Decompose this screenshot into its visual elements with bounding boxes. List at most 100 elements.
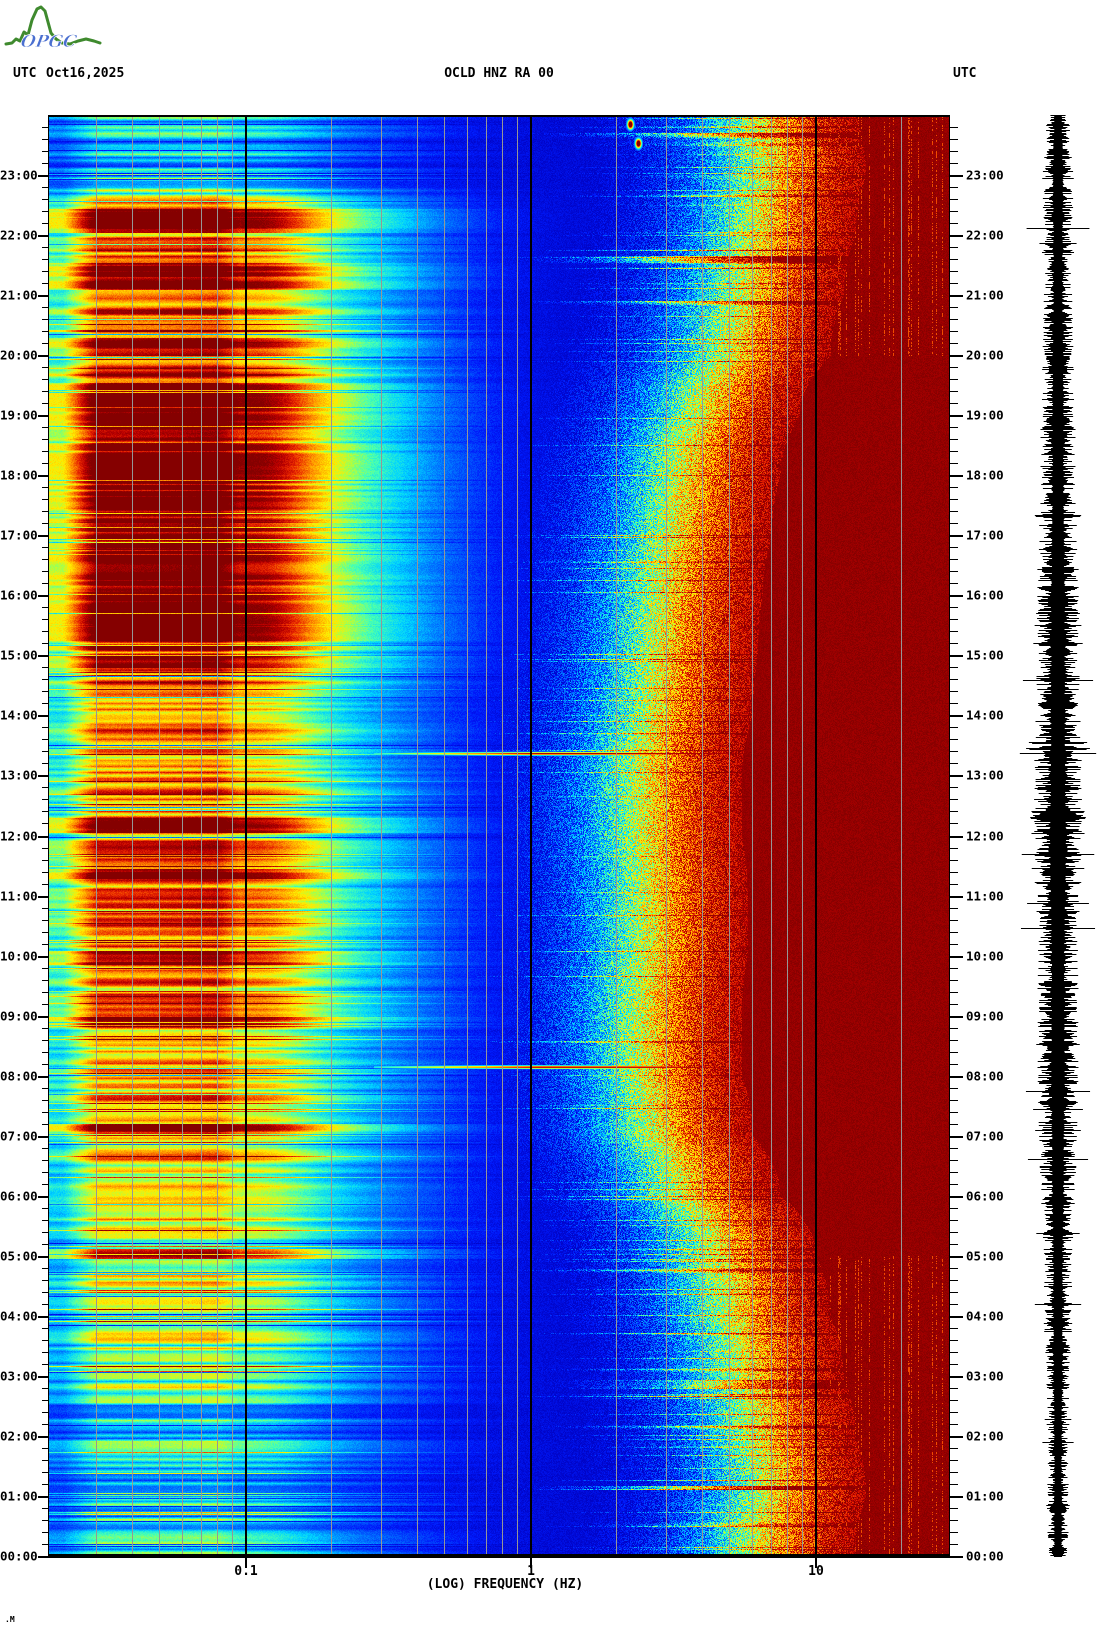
minor-tick-right <box>950 343 958 344</box>
minor-tick-left <box>42 1472 48 1473</box>
hour-label-left: 06:00 <box>0 1188 38 1204</box>
hour-tick-right <box>950 595 963 597</box>
hour-label-left: 21:00 <box>0 287 38 303</box>
minor-tick-left <box>42 247 48 248</box>
minor-tick-right <box>950 1352 958 1353</box>
minor-tick-left <box>42 1208 48 1209</box>
minor-tick-left <box>42 1280 48 1281</box>
hour-label-left: 11:00 <box>0 888 38 904</box>
minor-tick-left <box>42 751 48 752</box>
minor-tick-right <box>950 811 958 812</box>
minor-tick-left <box>42 127 48 128</box>
minor-tick-right <box>950 559 958 560</box>
hour-label-left: 19:00 <box>0 407 38 423</box>
hour-label-left: 18:00 <box>0 467 38 483</box>
minor-tick-right <box>950 487 958 488</box>
minor-tick-right <box>950 1112 958 1113</box>
hour-tick-left <box>38 956 48 958</box>
minor-tick-right <box>950 727 958 728</box>
hour-tick-left <box>38 355 48 357</box>
minor-tick-left <box>42 1184 48 1185</box>
minor-tick-right <box>950 511 958 512</box>
hour-tick-right <box>950 1556 963 1558</box>
frequency-axis-title: (LOG) FREQUENCY (HZ) <box>426 1577 584 1592</box>
minor-tick-left <box>42 259 48 260</box>
hour-tick-right <box>950 355 963 357</box>
minor-tick-right <box>950 451 958 452</box>
hour-label-left: 13:00 <box>0 767 38 783</box>
minor-tick-left <box>42 1220 48 1221</box>
minor-tick-right <box>950 1340 958 1341</box>
hour-tick-left <box>38 836 48 838</box>
hour-label-right: 11:00 <box>966 888 1004 904</box>
minor-tick-right <box>950 1520 958 1521</box>
minor-tick-left <box>42 1520 48 1521</box>
minor-tick-right <box>950 1160 958 1161</box>
minor-tick-right <box>950 319 958 320</box>
hour-label-right: 13:00 <box>966 767 1004 783</box>
minor-tick-right <box>950 571 958 572</box>
logo-mountain-icon <box>4 5 102 46</box>
hour-label-left: 00:00 <box>0 1548 38 1564</box>
hour-label-right: 09:00 <box>966 1008 1004 1024</box>
hour-label-left: 05:00 <box>0 1248 38 1264</box>
frequency-major-tick <box>530 1556 532 1568</box>
minor-tick-right <box>950 1424 958 1425</box>
hour-label-right: 22:00 <box>966 227 1004 243</box>
hour-label-right: 07:00 <box>966 1128 1004 1144</box>
hour-label-right: 12:00 <box>966 828 1004 843</box>
frequency-tick-label: 0.1 <box>234 1564 258 1579</box>
minor-tick-right <box>950 667 958 668</box>
minor-tick-left <box>42 367 48 368</box>
minor-tick-left <box>42 884 48 885</box>
minor-tick-right <box>950 583 958 584</box>
minor-tick-right <box>950 1220 958 1221</box>
minor-tick-right <box>950 283 958 284</box>
minor-tick-right <box>950 463 958 464</box>
minor-tick-right <box>950 848 958 849</box>
minor-tick-right <box>950 1304 958 1305</box>
minor-tick-right <box>950 1172 958 1173</box>
minor-tick-right <box>950 799 958 800</box>
minor-tick-left <box>42 343 48 344</box>
minor-tick-left <box>42 1400 48 1401</box>
hour-label-right: 15:00 <box>966 647 1004 663</box>
hour-tick-left <box>38 415 48 417</box>
hour-tick-right <box>950 295 963 297</box>
minor-tick-right <box>950 547 958 548</box>
minor-tick-right <box>950 944 958 945</box>
hour-label-right: 20:00 <box>966 347 1004 363</box>
minor-tick-left <box>42 1244 48 1245</box>
minor-tick-right <box>950 968 958 969</box>
minor-tick-right <box>950 1292 958 1293</box>
minor-tick-left <box>42 811 48 812</box>
minor-tick-left <box>42 163 48 164</box>
minor-tick-left <box>42 703 48 704</box>
minor-tick-left <box>42 727 48 728</box>
hour-tick-left <box>38 1196 48 1198</box>
minor-tick-right <box>950 1124 958 1125</box>
minor-tick-right <box>950 499 958 500</box>
minor-tick-right <box>950 1232 958 1233</box>
minor-tick-left <box>42 307 48 308</box>
hour-label-left: 22:00 <box>0 227 38 243</box>
minor-tick-left <box>42 619 48 620</box>
minor-tick-right <box>950 307 958 308</box>
minor-tick-left <box>42 463 48 464</box>
minor-tick-left <box>42 1160 48 1161</box>
minor-tick-right <box>950 1400 958 1401</box>
hour-label-left: 07:00 <box>0 1128 38 1144</box>
seismogram-trace-canvas <box>1008 112 1102 1560</box>
minor-tick-left <box>42 1388 48 1389</box>
minor-tick-right <box>950 1364 958 1365</box>
minor-tick-left <box>42 1412 48 1413</box>
minor-tick-left <box>42 739 48 740</box>
hour-tick-right <box>950 235 963 237</box>
hour-tick-right <box>950 1436 963 1438</box>
hour-label-right: 10:00 <box>966 948 1004 964</box>
minor-tick-right <box>950 1532 958 1533</box>
minor-tick-left <box>42 1100 48 1101</box>
hour-tick-right <box>950 175 963 177</box>
minor-tick-left <box>42 391 48 392</box>
minor-tick-right <box>950 331 958 332</box>
